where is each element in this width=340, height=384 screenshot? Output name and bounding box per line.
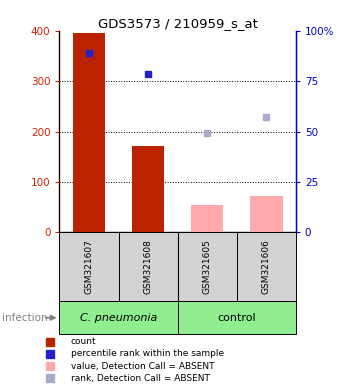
- Bar: [59, 232, 119, 301]
- Bar: [191, 205, 223, 232]
- Text: control: control: [217, 313, 256, 323]
- Text: rank, Detection Call = ABSENT: rank, Detection Call = ABSENT: [71, 374, 210, 382]
- Bar: [177, 232, 237, 301]
- Bar: [119, 232, 177, 301]
- Text: count: count: [71, 338, 97, 346]
- Text: value, Detection Call = ABSENT: value, Detection Call = ABSENT: [71, 361, 214, 371]
- Bar: [59, 301, 177, 334]
- Text: GSM321607: GSM321607: [85, 240, 94, 294]
- Bar: [132, 146, 164, 232]
- Bar: [177, 301, 296, 334]
- Text: GSM321605: GSM321605: [203, 240, 212, 294]
- Text: GSM321606: GSM321606: [262, 240, 271, 294]
- Text: GSM321608: GSM321608: [143, 240, 153, 294]
- Text: C. pneumonia: C. pneumonia: [80, 313, 157, 323]
- Title: GDS3573 / 210959_s_at: GDS3573 / 210959_s_at: [98, 17, 258, 30]
- Bar: [237, 232, 296, 301]
- Text: infection: infection: [2, 313, 47, 323]
- Bar: [250, 196, 283, 232]
- Bar: [73, 33, 105, 232]
- Text: percentile rank within the sample: percentile rank within the sample: [71, 349, 224, 359]
